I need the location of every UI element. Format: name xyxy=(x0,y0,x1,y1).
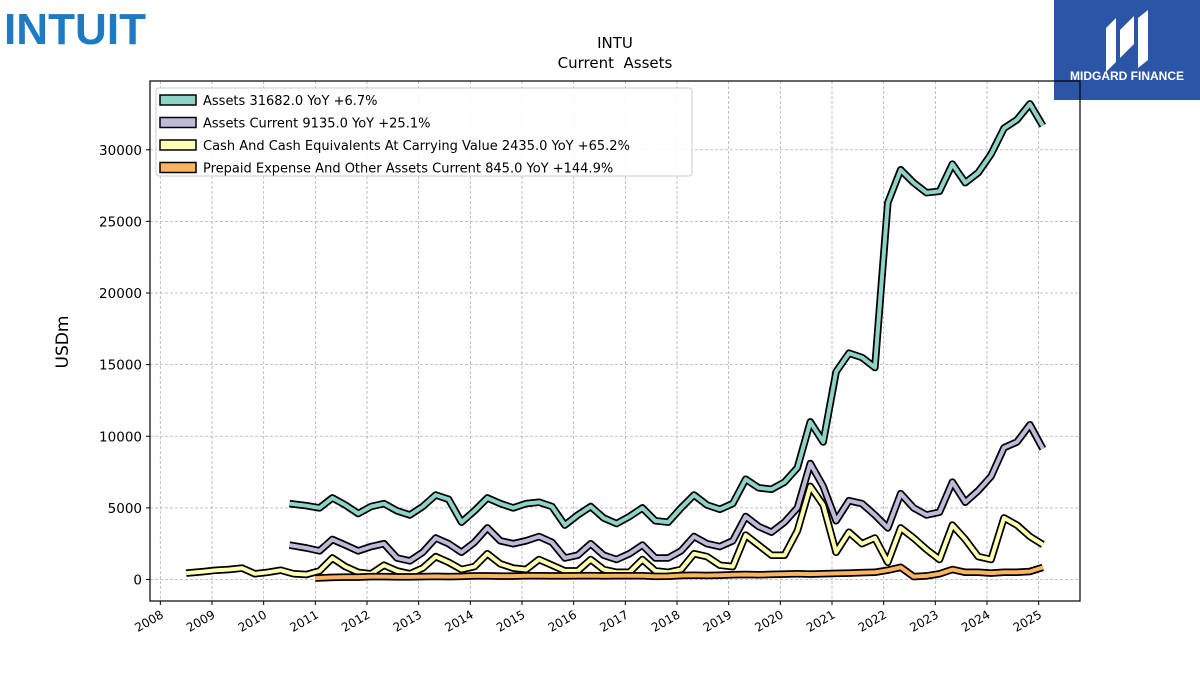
chart-subtitle: Current Assets xyxy=(558,54,673,72)
x-tick-label: 2024 xyxy=(959,607,992,634)
legend-swatch xyxy=(159,94,197,106)
series-line-3 xyxy=(315,565,1044,581)
x-tick-label: 2018 xyxy=(649,607,682,634)
y-tick-label: 15000 xyxy=(99,358,142,374)
publisher-logo-text: MIDGARD FINANCE xyxy=(1070,69,1184,83)
y-tick-label: 0 xyxy=(133,573,142,589)
x-axis: 2008 2009 2010 2011 2012 2013 2014 2015 2016 2017… xyxy=(132,601,1044,635)
legend-swatch xyxy=(159,116,197,129)
series-line-1 xyxy=(289,422,1045,563)
publisher-logo: MIDGARD FINANCE xyxy=(1054,0,1200,100)
x-tick-label: 2023 xyxy=(907,607,940,634)
chart-title: INTU xyxy=(597,34,633,52)
legend-label: Assets Current 9135.0 YoY +25.1% xyxy=(203,117,430,132)
x-tick-label: 2019 xyxy=(701,607,734,634)
x-tick-label: 2025 xyxy=(1011,607,1044,634)
y-tick-label: 30000 xyxy=(99,143,142,159)
y-tick-label: 10000 xyxy=(99,429,142,445)
publisher-logo-mark-icon: MIDGARD FINANCE xyxy=(1070,10,1184,83)
x-tick-label: 2009 xyxy=(184,607,217,634)
x-tick-label: 2015 xyxy=(494,607,527,634)
company-logo: INTUIT xyxy=(4,5,146,52)
legend-label: Cash And Cash Equivalents At Carrying Va… xyxy=(203,139,630,154)
legend-box xyxy=(155,87,693,177)
legend: Assets 31682.0 YoY +6.7% Assets Current 9… xyxy=(155,87,693,177)
x-tick-label: 2013 xyxy=(391,607,424,634)
x-tick-label: 2020 xyxy=(752,607,785,634)
y-tick-label: 5000 xyxy=(108,501,142,517)
legend-label: Prepaid Expense And Other Assets Current… xyxy=(203,162,613,177)
legend-swatch xyxy=(159,139,197,151)
x-tick-label: 2008 xyxy=(132,607,165,634)
plot-frame xyxy=(149,80,1081,602)
y-axis: 0 5000 10000 15000 20000 25000 30000 xyxy=(99,143,150,589)
x-tick-label: 2016 xyxy=(546,607,579,634)
series-line-0 xyxy=(289,101,1045,528)
legend-label: Assets 31682.0 YoY +6.7% xyxy=(203,94,378,109)
x-tick-label: 2012 xyxy=(339,607,372,634)
x-tick-label: 2011 xyxy=(287,607,320,634)
x-tick-label: 2017 xyxy=(597,607,630,634)
y-axis-label: USDm xyxy=(53,316,73,369)
legend-swatch xyxy=(159,161,197,174)
y-tick-label: 20000 xyxy=(99,286,142,302)
x-tick-label: 2010 xyxy=(236,607,269,634)
company-logo-text: INTUIT xyxy=(4,5,146,52)
x-tick-label: 2014 xyxy=(442,607,475,634)
y-tick-label: 25000 xyxy=(99,214,142,230)
x-tick-label: 2021 xyxy=(804,607,837,634)
x-tick-label: 2022 xyxy=(856,607,889,634)
series-outline-1 xyxy=(288,421,1047,565)
series-lines xyxy=(185,100,1047,582)
